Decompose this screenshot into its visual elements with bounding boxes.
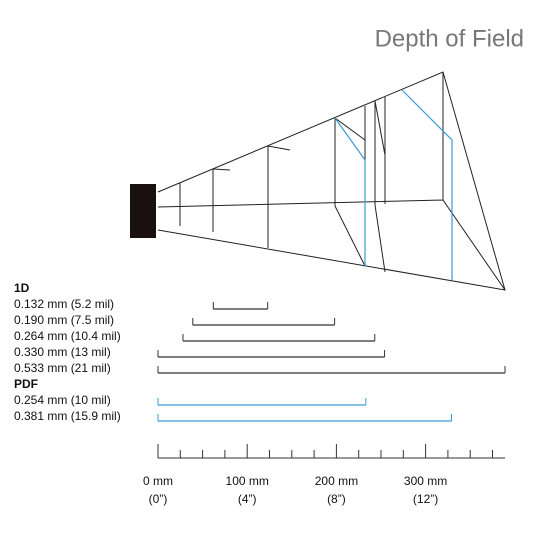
row-label: 0.381 mm (15.9 mil) [14, 409, 121, 423]
row-label: 0.533 mm (21 mil) [14, 361, 111, 375]
row-label: 0.330 mm (13 mil) [14, 345, 111, 359]
x-tick-inch-label: (8”) [327, 492, 346, 506]
x-tick-label: 200 mm [315, 474, 358, 488]
x-tick-inch-label: (12”) [413, 492, 438, 506]
scanner-cone-illustration [130, 71, 506, 291]
cone-sections [179, 97, 386, 273]
group-label: 1D [14, 281, 30, 295]
row-label: 0.254 mm (10 mil) [14, 393, 111, 407]
cone-outline [157, 71, 506, 291]
row-label: 0.264 mm (10.4 mil) [14, 329, 121, 343]
pdf-cone-lines [334, 89, 453, 280]
row-label: 0.132 mm (5.2 mil) [14, 297, 114, 311]
x-tick-inch-label: (0”) [149, 492, 168, 506]
x-tick-inch-label: (4”) [238, 492, 257, 506]
cone-facets [212, 100, 386, 171]
x-tick-label: 0 mm [143, 474, 173, 488]
row-label: 0.190 mm (7.5 mil) [14, 313, 114, 327]
x-tick-label: 300 mm [404, 474, 447, 488]
group-label: PDF [14, 377, 38, 391]
x-tick-label: 100 mm [226, 474, 269, 488]
scanner [130, 184, 156, 238]
chart-title: Depth of Field [375, 25, 524, 52]
